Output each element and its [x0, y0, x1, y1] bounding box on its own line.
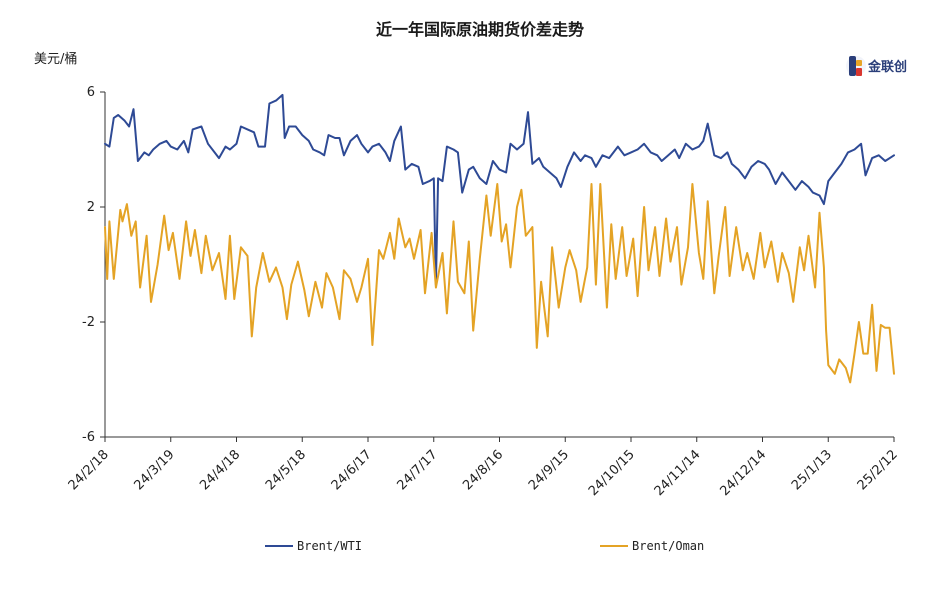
y-tick-label: 2: [87, 200, 95, 215]
x-tick-label: 24/12/14: [717, 447, 769, 499]
x-tick-label: 24/7/17: [395, 447, 441, 493]
series-line-brent-wti: [104, 93, 895, 286]
y-axis-ticks: 6 2 -2 -6: [82, 85, 105, 445]
x-tick-label: 24/2/18: [66, 447, 112, 493]
series-lines: [104, 93, 895, 384]
x-tick-label: 24/4/18: [197, 447, 243, 493]
legend: Brent/WTI Brent/Oman: [265, 539, 704, 553]
legend-label: Brent/Oman: [632, 539, 704, 553]
x-tick-label: 24/5/18: [263, 447, 309, 493]
brand-logo: 金联创: [846, 56, 907, 76]
x-tick-label: 24/9/15: [526, 447, 572, 493]
legend-label: Brent/WTI: [297, 539, 362, 553]
logo-mark-icon: [846, 56, 866, 76]
x-tick-label: 24/11/14: [652, 447, 704, 499]
y-tick-label: -6: [82, 430, 95, 445]
y-axis-unit: 美元/桶: [34, 52, 77, 67]
x-tick-label: 25/1/13: [789, 447, 835, 493]
y-tick-label: -2: [82, 315, 95, 330]
logo-text: 金联创: [867, 59, 907, 75]
series-line-brent-oman: [104, 183, 895, 384]
x-tick-label: 24/3/19: [132, 447, 178, 493]
y-tick-label: 6: [87, 85, 95, 100]
x-tick-label: 25/2/12: [855, 447, 901, 493]
x-axis-ticks: 24/2/18 24/3/19 24/4/18 24/5/18 24/6/17 24/7/…: [66, 437, 901, 499]
chart-title: 近一年国际原油期货价差走势: [376, 20, 584, 39]
x-tick-label: 24/6/17: [329, 447, 375, 493]
x-tick-label: 24/8/16: [460, 447, 506, 493]
x-tick-label: 24/10/15: [586, 447, 638, 499]
